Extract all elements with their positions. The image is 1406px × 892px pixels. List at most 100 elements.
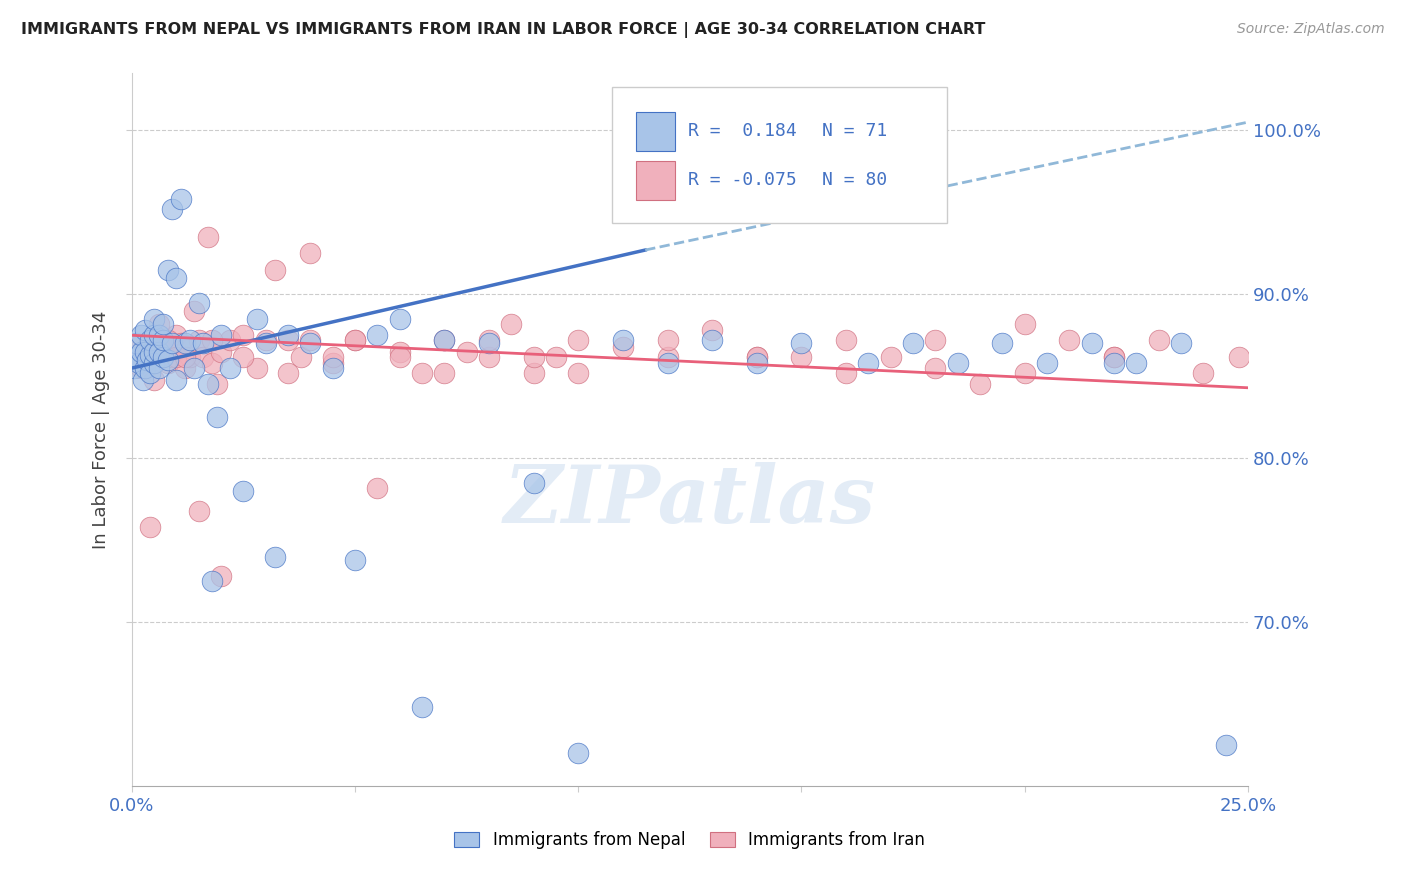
Point bbox=[657, 333, 679, 347]
Point bbox=[523, 366, 546, 380]
Point bbox=[209, 569, 232, 583]
Point bbox=[1014, 366, 1036, 380]
Point bbox=[277, 366, 299, 380]
Point bbox=[880, 350, 903, 364]
Point bbox=[523, 350, 546, 364]
Point bbox=[388, 350, 411, 364]
Y-axis label: In Labor Force | Age 30-34: In Labor Force | Age 30-34 bbox=[93, 310, 110, 549]
Point bbox=[299, 336, 322, 351]
Point bbox=[1059, 333, 1081, 347]
Point bbox=[567, 747, 589, 761]
Point bbox=[388, 312, 411, 326]
Point bbox=[612, 333, 634, 347]
Point bbox=[946, 356, 969, 370]
Point bbox=[657, 350, 679, 364]
Point bbox=[174, 336, 197, 351]
Point bbox=[478, 336, 501, 351]
Legend: Immigrants from Nepal, Immigrants from Iran: Immigrants from Nepal, Immigrants from I… bbox=[454, 831, 925, 849]
Point bbox=[254, 333, 277, 347]
Point bbox=[174, 350, 197, 364]
Point bbox=[134, 323, 156, 337]
Point bbox=[219, 333, 242, 347]
Point bbox=[138, 350, 160, 364]
Point bbox=[478, 333, 501, 347]
Point bbox=[122, 361, 145, 376]
Point bbox=[366, 481, 388, 495]
Point bbox=[166, 350, 188, 364]
Point bbox=[187, 333, 209, 347]
Point bbox=[129, 328, 152, 343]
Point bbox=[1102, 350, 1125, 364]
Point bbox=[388, 344, 411, 359]
Point bbox=[148, 333, 170, 347]
Point bbox=[160, 202, 183, 216]
Point bbox=[299, 246, 322, 260]
Point bbox=[209, 344, 232, 359]
Point bbox=[901, 336, 924, 351]
Point bbox=[193, 336, 215, 351]
Point bbox=[567, 333, 589, 347]
Point bbox=[138, 366, 160, 380]
Point bbox=[148, 361, 170, 376]
Point bbox=[567, 366, 589, 380]
Point bbox=[143, 356, 166, 370]
Point bbox=[179, 350, 201, 364]
Point bbox=[612, 340, 634, 354]
Point bbox=[187, 295, 209, 310]
Point bbox=[232, 350, 254, 364]
FancyBboxPatch shape bbox=[612, 87, 946, 223]
Point bbox=[166, 373, 188, 387]
Point bbox=[702, 333, 724, 347]
Point bbox=[183, 361, 205, 376]
Point bbox=[156, 352, 179, 367]
Text: ZIPatlas: ZIPatlas bbox=[503, 462, 876, 540]
Point bbox=[433, 366, 456, 380]
Point bbox=[125, 336, 148, 351]
Point bbox=[187, 504, 209, 518]
Point bbox=[232, 328, 254, 343]
Point bbox=[143, 344, 166, 359]
Point bbox=[246, 361, 269, 376]
Point bbox=[174, 361, 197, 376]
Text: R = -0.075: R = -0.075 bbox=[688, 171, 796, 189]
Text: Source: ZipAtlas.com: Source: ZipAtlas.com bbox=[1237, 22, 1385, 37]
Point bbox=[290, 350, 312, 364]
Point bbox=[246, 312, 269, 326]
Point bbox=[179, 333, 201, 347]
Point bbox=[209, 328, 232, 343]
Point bbox=[205, 410, 228, 425]
Point bbox=[433, 333, 456, 347]
Point bbox=[143, 328, 166, 343]
Point bbox=[1125, 356, 1147, 370]
Point bbox=[148, 317, 170, 331]
Point bbox=[197, 230, 219, 244]
Text: R =  0.184: R = 0.184 bbox=[688, 122, 796, 140]
Point bbox=[166, 328, 188, 343]
Point bbox=[160, 336, 183, 351]
Point bbox=[322, 361, 344, 376]
Text: N = 71: N = 71 bbox=[821, 122, 887, 140]
Point bbox=[657, 356, 679, 370]
Point bbox=[969, 377, 991, 392]
Point bbox=[152, 317, 174, 331]
Point bbox=[263, 262, 285, 277]
Point bbox=[1147, 333, 1170, 347]
Point bbox=[134, 361, 156, 376]
Point bbox=[544, 350, 567, 364]
Point bbox=[183, 303, 205, 318]
Point bbox=[1102, 356, 1125, 370]
Point bbox=[254, 336, 277, 351]
Point bbox=[835, 333, 858, 347]
Point bbox=[134, 344, 156, 359]
Point bbox=[702, 323, 724, 337]
Point bbox=[201, 356, 224, 370]
Point bbox=[148, 328, 170, 343]
Point bbox=[128, 356, 150, 370]
Point bbox=[134, 344, 156, 359]
Point bbox=[433, 333, 456, 347]
Text: N = 80: N = 80 bbox=[821, 171, 887, 189]
Point bbox=[129, 344, 152, 359]
Point bbox=[1036, 356, 1059, 370]
Point bbox=[277, 328, 299, 343]
Point bbox=[924, 361, 946, 376]
